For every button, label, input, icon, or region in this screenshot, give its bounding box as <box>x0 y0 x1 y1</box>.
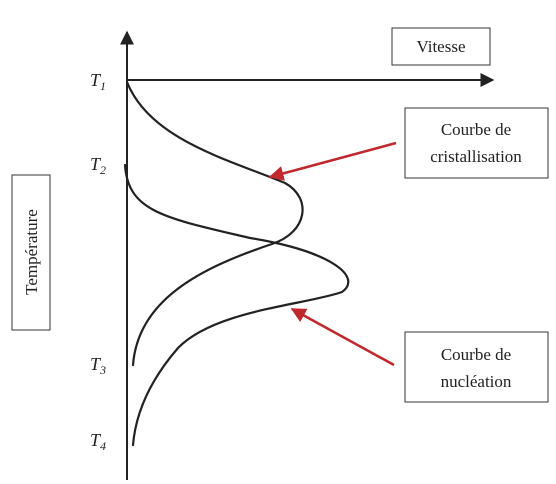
curve-label: Courbe de <box>441 345 511 364</box>
label-box <box>404 331 549 403</box>
curve-label: nucléation <box>441 372 512 391</box>
curve-label: Courbe de <box>441 120 511 139</box>
t-label: T2 <box>90 154 106 177</box>
y-label: Température <box>22 209 41 295</box>
curve-label: cristallisation <box>430 147 522 166</box>
t-label: T3 <box>90 354 106 377</box>
pointer-arrow <box>290 307 395 367</box>
pointer-arrow <box>268 141 397 181</box>
label-box <box>404 107 549 179</box>
y-label-box <box>11 174 51 331</box>
crystallization-curve <box>125 80 304 367</box>
x-label: Vitesse <box>416 37 465 56</box>
t-label: T1 <box>90 70 106 93</box>
nucleation-curve <box>123 163 350 447</box>
t-label: T4 <box>90 430 106 453</box>
x-label-box <box>391 27 491 66</box>
